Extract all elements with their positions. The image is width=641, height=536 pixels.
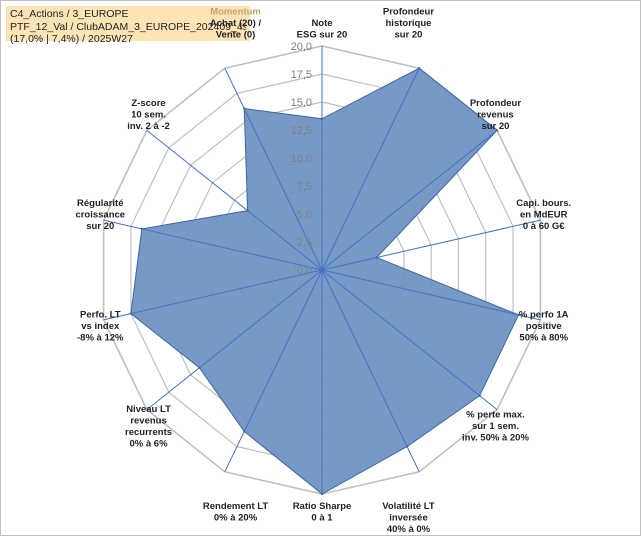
axis-label-line: Niveau LT <box>126 404 171 415</box>
axis-label-line: sur 20 <box>481 121 509 132</box>
data-point-3 <box>495 129 499 132</box>
axis-label-line: ESG sur 20 <box>297 30 348 41</box>
data-point-5 <box>517 313 520 317</box>
data-point-4 <box>375 256 378 259</box>
axis-label-line: sur 1 sem. <box>472 421 519 432</box>
spoke-10 <box>146 269 323 411</box>
tick-label: 0,0 <box>297 265 312 277</box>
axis-label-line: Achat (20) / <box>210 18 262 29</box>
tick-label: 5,0 <box>297 209 312 221</box>
axis-label-line: recurrents <box>125 427 172 438</box>
axis-label-line: Profondeur <box>383 7 434 18</box>
tick-label: 15,0 <box>291 97 312 109</box>
axis-label-4: Capi. bours. en MdEUR 0 à 60 G€ <box>516 198 571 232</box>
data-point-2 <box>417 66 421 70</box>
axis-label-line: 40% à 0% <box>387 524 431 535</box>
axis-label-line: Note <box>311 18 332 29</box>
tick-label: 20,0 <box>291 41 312 53</box>
axis-label-line: 10 sem. <box>131 109 166 120</box>
tick-label: 7,5 <box>297 181 312 193</box>
axis-label-3: Profondeur revenus sur 20 <box>470 98 521 132</box>
axis-label-line: 0 à 1 <box>311 513 333 524</box>
axis-label-2: Profondeur historique sur 20 <box>383 7 434 41</box>
axis-label-line: Momentum <box>210 7 261 18</box>
axis-label-line: revenus <box>130 415 166 426</box>
axis-label-9: Rendement LT 0% à 20% <box>203 501 268 524</box>
spoke-14 <box>224 67 323 271</box>
axis-label-12: Régularité croissance sur 20 <box>75 198 125 232</box>
data-point-8 <box>320 492 324 496</box>
axis-label-line: sur 20 <box>86 221 114 232</box>
spoke-3 <box>321 129 498 271</box>
spoke-13 <box>146 129 323 271</box>
data-point-1 <box>320 117 324 121</box>
axis-label-line: inv. 2 à -2 <box>127 121 170 132</box>
axis-label-line: Capi. bours. <box>516 198 571 209</box>
axis-label-line: Rendement LT <box>203 501 268 512</box>
axis-label-5: % perfo 1A positive 50% à 80% <box>519 309 569 343</box>
axis-label-line: en MdEUR <box>520 210 568 221</box>
axis-label-line: inversée <box>389 513 428 524</box>
axis-label-13: Z-score 10 sem. inv. 2 à -2 <box>127 98 170 132</box>
axis-label-line: % perfo 1A <box>519 309 569 320</box>
spoke-12 <box>103 219 323 271</box>
data-point-14 <box>243 107 246 110</box>
axis-label-line: historique <box>386 18 432 29</box>
axis-label-line: -8% à 12% <box>77 332 124 343</box>
info-line-3: (17,0% | 7,4%) / 2025W27 <box>10 33 133 45</box>
axis-label-line: Régularité <box>77 198 123 209</box>
data-point-7 <box>405 445 409 448</box>
axis-label-line: Vente (0) <box>216 30 256 41</box>
axis-label-line: inv. 50% à 20% <box>462 433 529 444</box>
axis-label-10: Niveau LT revenus recurrents 0% à 6% <box>125 404 172 450</box>
data-point-12 <box>140 227 144 231</box>
spoke-4 <box>321 219 541 271</box>
axis-label-line: 0% à 6% <box>130 438 169 449</box>
axis-label-line: Z-score <box>131 98 165 109</box>
axis-label-line: vs index <box>81 321 120 332</box>
axis-label-line: 0% à 20% <box>214 513 258 524</box>
spoke-9 <box>224 269 323 473</box>
axis-label-11: Perfo. LT vs index -8% à 12% <box>77 309 124 343</box>
axis-label-1: Note ESG sur 20 <box>297 18 348 41</box>
spoke-2 <box>321 67 420 271</box>
axis-label-7: Volatilité LT inversée 40% à 0% <box>382 501 435 535</box>
spoke-7 <box>321 269 420 473</box>
axis-label-line: Volatilité LT <box>382 501 435 512</box>
axis-label-line: Perfo. LT <box>80 309 121 320</box>
axis-label-line: croissance <box>75 210 125 221</box>
data-point-10 <box>198 366 201 369</box>
axis-label-line: 0 à 60 G€ <box>523 221 565 232</box>
data-point-11 <box>129 312 133 315</box>
data-point-9 <box>243 430 246 433</box>
info-line-2: PTF_12_Val / ClubADAM_3_EUROPE_202409_4s… <box>10 20 246 33</box>
tick-label: 10,0 <box>291 153 312 165</box>
axis-label-14: Momentum Achat (20) / Vente (0) <box>210 7 262 41</box>
axis-label-6: % perte max. sur 1 sem. inv. 50% à 20% <box>462 410 529 444</box>
info-line-1: C4_Actions / 3_EUROPE <box>10 8 129 20</box>
axis-label-line: positive <box>526 321 562 332</box>
spoke-5 <box>321 269 541 321</box>
spoke-11 <box>103 269 323 321</box>
tick-label: 12,5 <box>291 125 312 137</box>
tick-label: 2,5 <box>297 237 312 249</box>
data-point-13 <box>246 209 249 212</box>
axis-label-line: Ratio Sharpe <box>293 501 352 512</box>
axis-label-line: sur 20 <box>394 30 422 41</box>
axis-label-line: % perte max. <box>466 410 525 421</box>
data-point-6 <box>478 394 481 397</box>
axis-label-line: 50% à 80% <box>519 332 568 343</box>
tick-label: 17,5 <box>291 69 312 81</box>
axis-label-line: revenus <box>477 109 513 120</box>
info-box: C4_Actions / 3_EUROPE PTF_12_Val / ClubA… <box>6 6 250 45</box>
spoke-6 <box>321 269 498 411</box>
axis-label-line: Profondeur <box>470 98 521 109</box>
axis-label-8: Ratio Sharpe 0 à 1 <box>293 501 352 524</box>
